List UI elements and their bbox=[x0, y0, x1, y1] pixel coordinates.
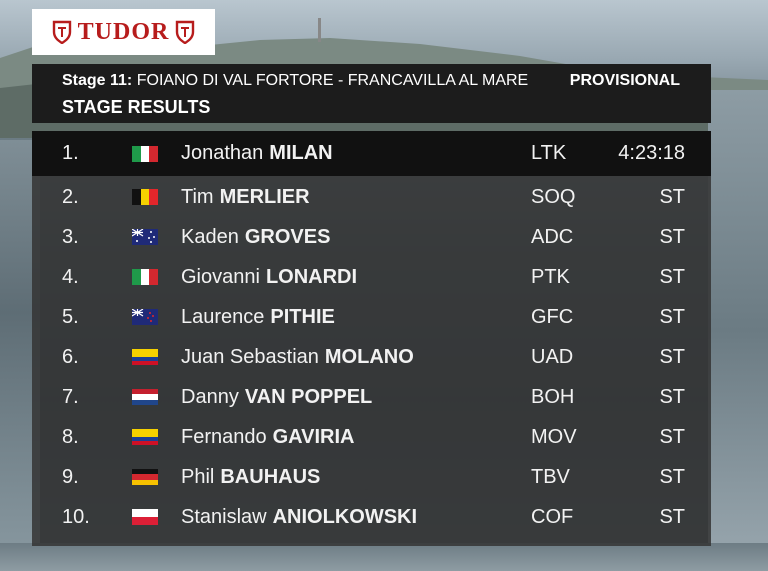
table-row: 4. Giovanni LONARDI PTK ST bbox=[32, 257, 711, 297]
poland-flag bbox=[132, 497, 158, 537]
rider-name: Kaden GROVES bbox=[181, 217, 541, 257]
finish-time: ST bbox=[659, 505, 685, 528]
finish-time: ST bbox=[659, 265, 685, 288]
finish-time: ST bbox=[659, 185, 685, 208]
rider-last-name: ANIOLKOWSKI bbox=[272, 505, 418, 528]
status-label: PROVISIONAL bbox=[569, 72, 680, 89]
tudor-logo: TUDOR bbox=[32, 9, 215, 55]
background-sea-bottom bbox=[0, 543, 768, 571]
finish-time: ST bbox=[659, 425, 685, 448]
colombia-flag bbox=[132, 417, 158, 457]
shield-icon bbox=[176, 20, 195, 44]
rider-first-name: Tim bbox=[181, 185, 214, 208]
rank: 5. bbox=[62, 305, 79, 328]
rider-last-name: GROVES bbox=[244, 225, 331, 248]
table-row: 6. Juan Sebastian MOLANO UAD ST bbox=[32, 337, 711, 377]
netherlands-flag bbox=[132, 377, 158, 417]
rider-first-name: Phil bbox=[181, 465, 215, 488]
results-header: Stage 11: FOIANO DI VAL FORTORE - FRANCA… bbox=[32, 64, 711, 123]
team-code: MOV bbox=[531, 425, 577, 448]
stage-number: Stage 11: bbox=[62, 72, 133, 89]
finish-time: 4:23:18 bbox=[618, 142, 685, 164]
italy-flag bbox=[132, 131, 159, 176]
rider-first-name: Laurence bbox=[181, 305, 265, 328]
rider-name: Laurence PITHIE bbox=[181, 297, 541, 337]
rider-last-name: MILAN bbox=[269, 142, 333, 164]
rider-name: Jonathan MILAN bbox=[181, 131, 541, 176]
belgium-flag bbox=[132, 177, 159, 217]
table-row: 10. Stanislaw ANIOLKOWSKI COF ST bbox=[32, 497, 711, 537]
table-row: 3. Kaden GROVES ADC ST bbox=[32, 217, 711, 257]
colombia-flag bbox=[132, 337, 158, 377]
team-code: PTK bbox=[531, 265, 570, 288]
table-row: 5. Laurence PITHIE GFC ST bbox=[32, 297, 711, 337]
rank: 9. bbox=[62, 465, 79, 488]
rider-first-name: Stanislaw bbox=[181, 505, 267, 528]
germany-flag bbox=[132, 457, 158, 497]
rider-first-name: Fernando bbox=[181, 425, 267, 448]
new-zealand-flag bbox=[132, 297, 158, 337]
rank: 7. bbox=[62, 385, 79, 408]
rider-last-name: BAUHAUS bbox=[220, 465, 321, 488]
team-code: UAD bbox=[531, 345, 574, 368]
rider-first-name: Giovanni bbox=[181, 265, 260, 288]
logo-text: TUDOR bbox=[77, 18, 170, 45]
rider-last-name: MERLIER bbox=[219, 185, 310, 208]
rider-first-name: Kaden bbox=[181, 225, 239, 248]
table-row: 8. Fernando GAVIRIA MOV ST bbox=[32, 417, 711, 457]
rider-name: Juan Sebastian MOLANO bbox=[181, 337, 541, 377]
australia-flag bbox=[132, 217, 158, 257]
team-code: SOQ bbox=[531, 185, 576, 208]
table-row: 1. Jonathan MILAN LTK 4:23:18 bbox=[32, 131, 711, 176]
rank: 1. bbox=[62, 142, 79, 164]
rank: 4. bbox=[62, 265, 79, 288]
page-title: STAGE RESULTS bbox=[62, 97, 211, 117]
team-code: BOH bbox=[531, 385, 575, 408]
table-row: 7. Danny VAN POPPEL BOH ST bbox=[32, 377, 711, 417]
team-code: ADC bbox=[531, 225, 574, 248]
rider-first-name: Jonathan bbox=[181, 142, 264, 164]
results-table: 1. Jonathan MILAN LTK 4:23:18 2. Tim MERLIER SOQ… bbox=[32, 131, 711, 546]
finish-time: ST bbox=[659, 465, 685, 488]
rider-last-name: PITHIE bbox=[270, 305, 335, 328]
rider-last-name: MOLANO bbox=[324, 345, 414, 368]
background-sea-right bbox=[708, 90, 768, 571]
rider-last-name: GAVIRIA bbox=[272, 425, 355, 448]
shield-icon bbox=[52, 20, 71, 44]
rider-last-name: LONARDI bbox=[265, 265, 358, 288]
team-code: GFC bbox=[531, 305, 574, 328]
team-code: COF bbox=[531, 505, 574, 528]
rider-name: Tim MERLIER bbox=[181, 177, 541, 217]
team-code: LTK bbox=[531, 142, 567, 164]
table-row: 2. Tim MERLIER SOQ ST bbox=[32, 177, 711, 217]
table-row: 9. Phil BAUHAUS TBV ST bbox=[32, 457, 711, 497]
finish-time: ST bbox=[659, 385, 685, 408]
finish-time: ST bbox=[659, 225, 685, 248]
rank: 2. bbox=[62, 185, 79, 208]
finish-time: ST bbox=[659, 305, 685, 328]
rank: 6. bbox=[62, 345, 79, 368]
rider-last-name: VAN POPPEL bbox=[244, 385, 373, 408]
rider-name: Fernando GAVIRIA bbox=[181, 417, 541, 457]
rank: 8. bbox=[62, 425, 79, 448]
rider-name: Stanislaw ANIOLKOWSKI bbox=[181, 497, 541, 537]
team-code: TBV bbox=[531, 465, 570, 488]
stage-route: Stage 11: FOIANO DI VAL FORTORE - FRANCA… bbox=[62, 72, 528, 90]
rider-first-name: Juan Sebastian bbox=[181, 345, 319, 368]
rank: 3. bbox=[62, 225, 79, 248]
rider-name: Giovanni LONARDI bbox=[181, 257, 541, 297]
rider-name: Danny VAN POPPEL bbox=[181, 377, 541, 417]
italy-flag bbox=[132, 257, 159, 297]
finish-time: ST bbox=[659, 345, 685, 368]
rank: 10. bbox=[62, 505, 90, 528]
rider-name: Phil BAUHAUS bbox=[181, 457, 541, 497]
stage-route-text: FOIANO DI VAL FORTORE - FRANCAVILLA AL M… bbox=[136, 72, 529, 89]
rider-first-name: Danny bbox=[181, 385, 239, 408]
